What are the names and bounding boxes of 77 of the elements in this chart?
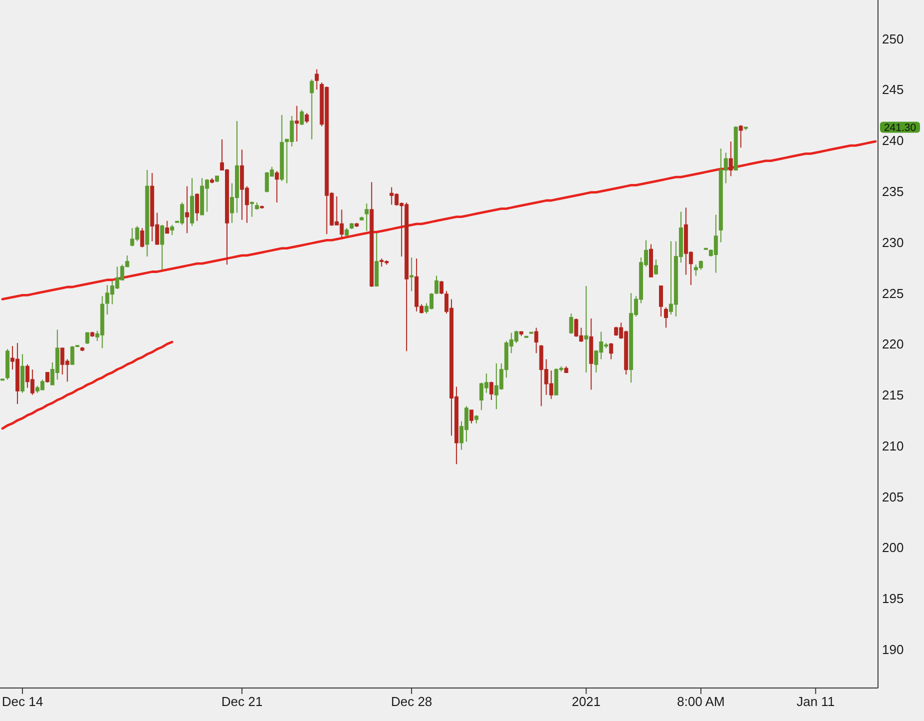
candlestick [569,312,574,334]
candlestick [364,203,369,232]
y-tick-label: 225 [882,286,904,301]
candlestick [274,170,279,204]
line-series [1,340,174,430]
candlestick [654,259,658,276]
candlestick [350,222,354,230]
y-tick-label: 205 [882,489,904,504]
candlestick [85,332,90,344]
candlestick [519,331,524,336]
candlestick [734,126,738,170]
candlestick [5,348,10,380]
candlestick [210,178,214,184]
candlestick [589,318,594,390]
candlestick [80,346,84,352]
y-tick-label: 245 [882,82,904,98]
x-tick-label: Jan 11 [796,694,835,710]
candlestick [474,414,478,424]
x-tick-label: Dec 14 [2,694,44,710]
candlestick [738,124,743,148]
candlestick [659,285,663,318]
candlestick [170,224,174,236]
candlestick [370,182,374,288]
candlestick [374,232,379,286]
y-tick-label: 240 [882,133,904,148]
candlestick [564,366,568,373]
y-tick-label: 195 [882,591,904,606]
x-tick-label: Dec 21 [221,694,263,710]
candlestick [254,202,259,210]
y-tick-label: 200 [882,540,904,556]
candlestick [90,331,94,338]
candlestick [649,244,654,278]
candlestick [584,285,588,373]
candlestick [469,410,474,424]
y-tick-label: 235 [882,184,904,200]
candlestick [344,227,349,237]
candlestick [304,112,309,124]
x-tick-label: Dec 28 [390,694,432,710]
candlestick [440,280,444,295]
candlestick [354,222,359,228]
candlestick [0,378,4,382]
candlestick [310,78,314,140]
candlestick [300,109,304,126]
candlestick [250,201,254,218]
candlestick [190,178,194,226]
text: 241.30 [884,122,916,134]
y-tick-label: 230 [882,234,904,250]
candlestick [609,342,614,360]
y-tick-label: 220 [882,336,904,352]
candlestick [744,126,748,131]
x-tick-label: 2021 [572,694,601,710]
candlestick [215,176,219,183]
candlestick [280,114,284,182]
y-tick-label: 250 [882,31,904,46]
candlestick [314,68,319,90]
candlestick [165,220,170,234]
candlestick [260,205,264,210]
candlestick [20,354,24,394]
candlestick [489,381,494,400]
candlestick [534,327,538,354]
candlestick [728,140,733,177]
y-tick-label: 190 [882,642,904,658]
candlestick [410,256,414,292]
candlestick [45,372,50,384]
candlestick [185,186,190,234]
x-tick-label: 8:00 AM [677,694,725,710]
candlestick [145,169,150,257]
line-series [1,140,877,300]
candlestick [294,105,299,142]
candlestick [360,216,364,220]
candlestick [664,306,668,328]
candlestick [434,275,438,295]
candlestick [140,227,144,248]
candlestick [195,192,200,222]
y-tick-label: 210 [882,438,904,454]
y-tick-label: 215 [882,388,904,403]
candlestick [160,224,164,270]
